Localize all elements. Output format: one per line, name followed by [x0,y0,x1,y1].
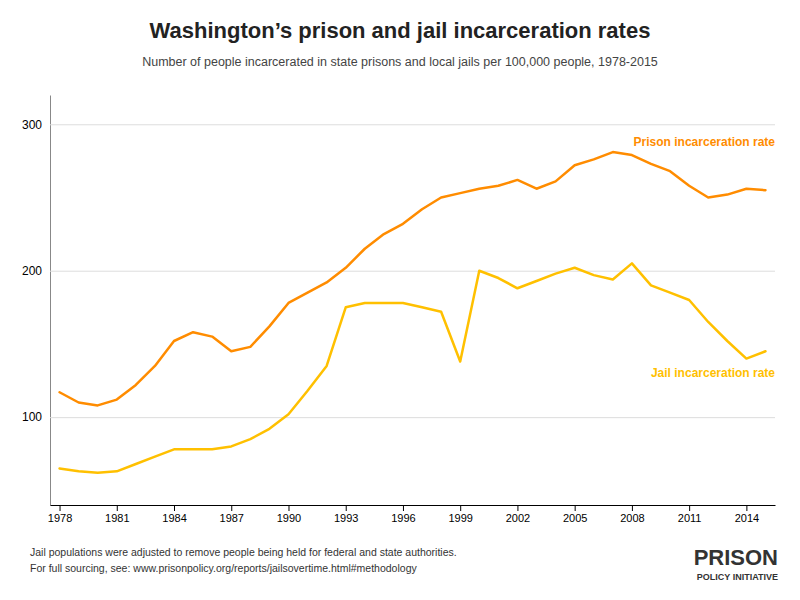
x-tick-label: 1987 [220,512,244,524]
x-tick-label: 2014 [735,512,759,524]
x-tick-mark [689,505,690,511]
y-axis-line [50,96,51,506]
x-tick: 1990 [277,505,301,524]
x-tick-mark [460,505,461,511]
y-tick-label: 200 [22,264,42,278]
x-tick: 2002 [506,505,530,524]
x-tick-label: 2005 [563,512,587,524]
x-tick: 2008 [620,505,644,524]
y-tick: 100 [22,410,775,424]
x-tick-mark [517,505,518,511]
footer-note: Jail populations were adjusted to remove… [30,546,457,558]
x-tick: 1981 [105,505,129,524]
x-tick: 1993 [334,505,358,524]
x-tick-mark [403,505,404,511]
x-tick-label: 1999 [448,512,472,524]
logo: PRISON [694,545,778,570]
grid-line [50,124,775,125]
x-axis-line [51,505,776,506]
x-tick-mark [60,505,61,511]
x-tick-label: 1981 [105,512,129,524]
grid-line [50,271,775,272]
line-labels: Prison incarceration rate Jail incarcerat… [634,135,776,380]
x-tick: 1996 [391,505,415,524]
x-tick-label: 1996 [391,512,415,524]
x-tick-mark [174,505,175,511]
y-tick-label: 100 [22,410,42,424]
lines [60,152,766,473]
title: Washington’s prison and jail incarcerati… [150,18,651,43]
x-tick-label: 1993 [334,512,358,524]
x-tick-mark [346,505,347,511]
x-tick-label: 2002 [506,512,530,524]
x-tick-label: 2008 [620,512,644,524]
x-tick-label: 1990 [277,512,301,524]
series-label: Prison incarceration rate [634,135,776,149]
series-label: Jail incarceration rate [651,366,775,380]
x-tick-mark [575,505,576,511]
y-tick: 200 [22,264,775,278]
x-tick-label: 1978 [48,512,72,524]
x-tick-mark [231,505,232,511]
x-tick-label: 2011 [678,512,702,524]
x-tick: 2005 [563,505,587,524]
y-tick-label: 300 [22,118,42,132]
footer-note: For full sourcing, see: www.prisonpolicy… [30,562,417,574]
x-tick: 1999 [448,505,472,524]
x-tick: 1984 [162,505,186,524]
x-tick-mark [632,505,633,511]
x-tick: 1978 [48,505,72,524]
y-tick: 300 [22,118,775,132]
x-axis: 1978 1981 1984 1987 1990 1993 1996 1999 2002 2005… [48,505,776,524]
grid-line [50,417,775,418]
x-tick-label: 1984 [162,512,186,524]
plot-area: 100 200 300 1978 1981 1984 1987 1990 1993 1996 199… [22,96,776,524]
x-tick-mark [288,505,289,511]
logo: POLICY INITIATIVE [697,572,778,582]
x-tick: 1987 [220,505,244,524]
x-tick: 2014 [735,505,759,524]
chart: Washington’s prison and jail incarcerati… [0,0,800,600]
y-axis: 100 200 300 [22,96,775,506]
x-tick-mark [746,505,747,511]
x-tick: 2011 [678,505,702,524]
subtitle: Number of people incarcerated in state p… [142,55,658,69]
x-tick-mark [117,505,118,511]
